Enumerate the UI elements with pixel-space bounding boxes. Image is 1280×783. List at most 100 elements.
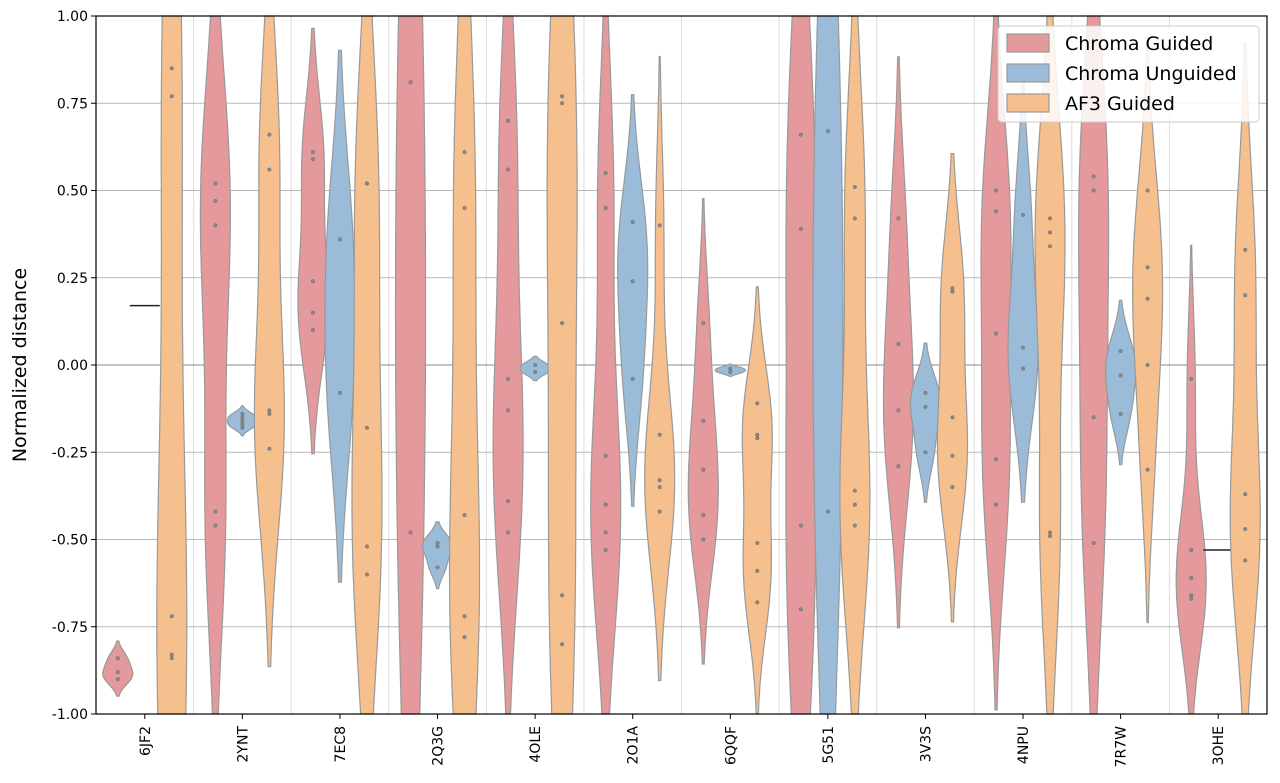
violin-body [1229,42,1261,715]
data-point [267,411,272,416]
violin-af3-guided [351,15,383,715]
legend-swatch [1006,63,1050,83]
data-point [896,464,901,469]
data-point [1048,216,1053,221]
violin-body [617,94,649,507]
data-point [630,219,635,224]
data-point [950,286,955,291]
data-point [1021,366,1026,371]
violin-af3-guided [1132,37,1164,624]
violin-chroma-unguided [812,15,844,715]
data-point [169,614,174,619]
data-point [630,376,635,381]
data-point [728,366,733,371]
x-tick-label: 7R7W [1114,726,1130,768]
x-tick-label: 6JF2 [138,726,154,756]
violin-af3-guided [253,15,285,668]
data-point [755,401,760,406]
data-point [701,321,706,326]
y-tick-label: -1.00 [52,707,88,723]
data-point [852,488,857,493]
violin-chroma-guided [102,640,134,697]
data-point [240,411,245,416]
data-point [755,432,760,437]
data-point [462,150,467,155]
data-point [1243,247,1248,252]
data-point [657,478,662,483]
data-point [435,565,440,570]
data-point [755,540,760,545]
data-point [506,530,511,535]
data-point [169,652,174,657]
data-point [213,181,218,186]
data-point [435,540,440,545]
violin-af3-guided [546,15,578,715]
data-point [337,237,342,242]
data-point [1118,349,1123,354]
data-point [896,342,901,347]
violin-body [519,355,551,382]
data-point [1243,492,1248,497]
data-point [1145,467,1150,472]
data-point [1118,373,1123,378]
y-axis: -1.00 -0.75 -0.50 -0.25 0.00 0.25 0.50 0.75 1.00 [52,9,96,723]
data-point [603,502,608,507]
violin-body [102,640,134,697]
data-point [1145,363,1150,368]
x-tick-label: 2YNT [235,726,251,763]
data-point [1145,265,1150,270]
data-point [1048,244,1053,249]
data-point [310,157,315,162]
data-point [755,568,760,573]
violin-body [936,153,969,623]
data-point [115,670,120,675]
violin-body [448,15,481,715]
y-tick-label: 0.25 [57,271,88,287]
data-point [950,453,955,458]
data-point [994,188,999,193]
data-point [603,171,608,176]
data-point [560,321,565,326]
violin-body [1105,299,1137,466]
violin-body [351,15,383,715]
y-tick-label: -0.75 [52,620,88,636]
x-tick-label: 6QQF [723,726,739,765]
data-point [825,509,830,514]
data-point [825,129,830,134]
violin-body [839,15,871,715]
violin-chroma-unguided [324,49,356,583]
data-point [240,415,245,420]
data-point [310,279,315,284]
violin-chroma-guided [1175,244,1207,715]
data-point [603,453,608,458]
data-point [1021,212,1026,217]
data-point [1091,540,1096,545]
data-point [1048,534,1053,539]
violin-body [1007,80,1039,503]
violin-body [644,55,676,682]
violin-chroma-unguided [617,94,649,507]
violin-chroma-guided [687,198,719,665]
data-point [462,635,467,640]
x-tick-label: 7EC8 [333,726,349,762]
data-point [852,216,857,221]
data-point [798,132,803,137]
data-point [213,523,218,528]
data-point [560,642,565,647]
x-tick-label: 2O1A [626,726,642,765]
x-tick-label: 5G51 [821,726,837,764]
data-point [755,600,760,605]
violin-chroma-guided [492,15,524,715]
data-point [337,390,342,395]
y-tick-label: -0.50 [52,533,88,549]
violin-body [297,27,329,455]
data-point [213,223,218,228]
data-point [560,94,565,99]
data-point [603,205,608,210]
data-point [533,369,538,374]
violin-chroma-guided [882,56,915,629]
violin-body [546,15,578,715]
data-point [896,408,901,413]
data-point [267,132,272,137]
